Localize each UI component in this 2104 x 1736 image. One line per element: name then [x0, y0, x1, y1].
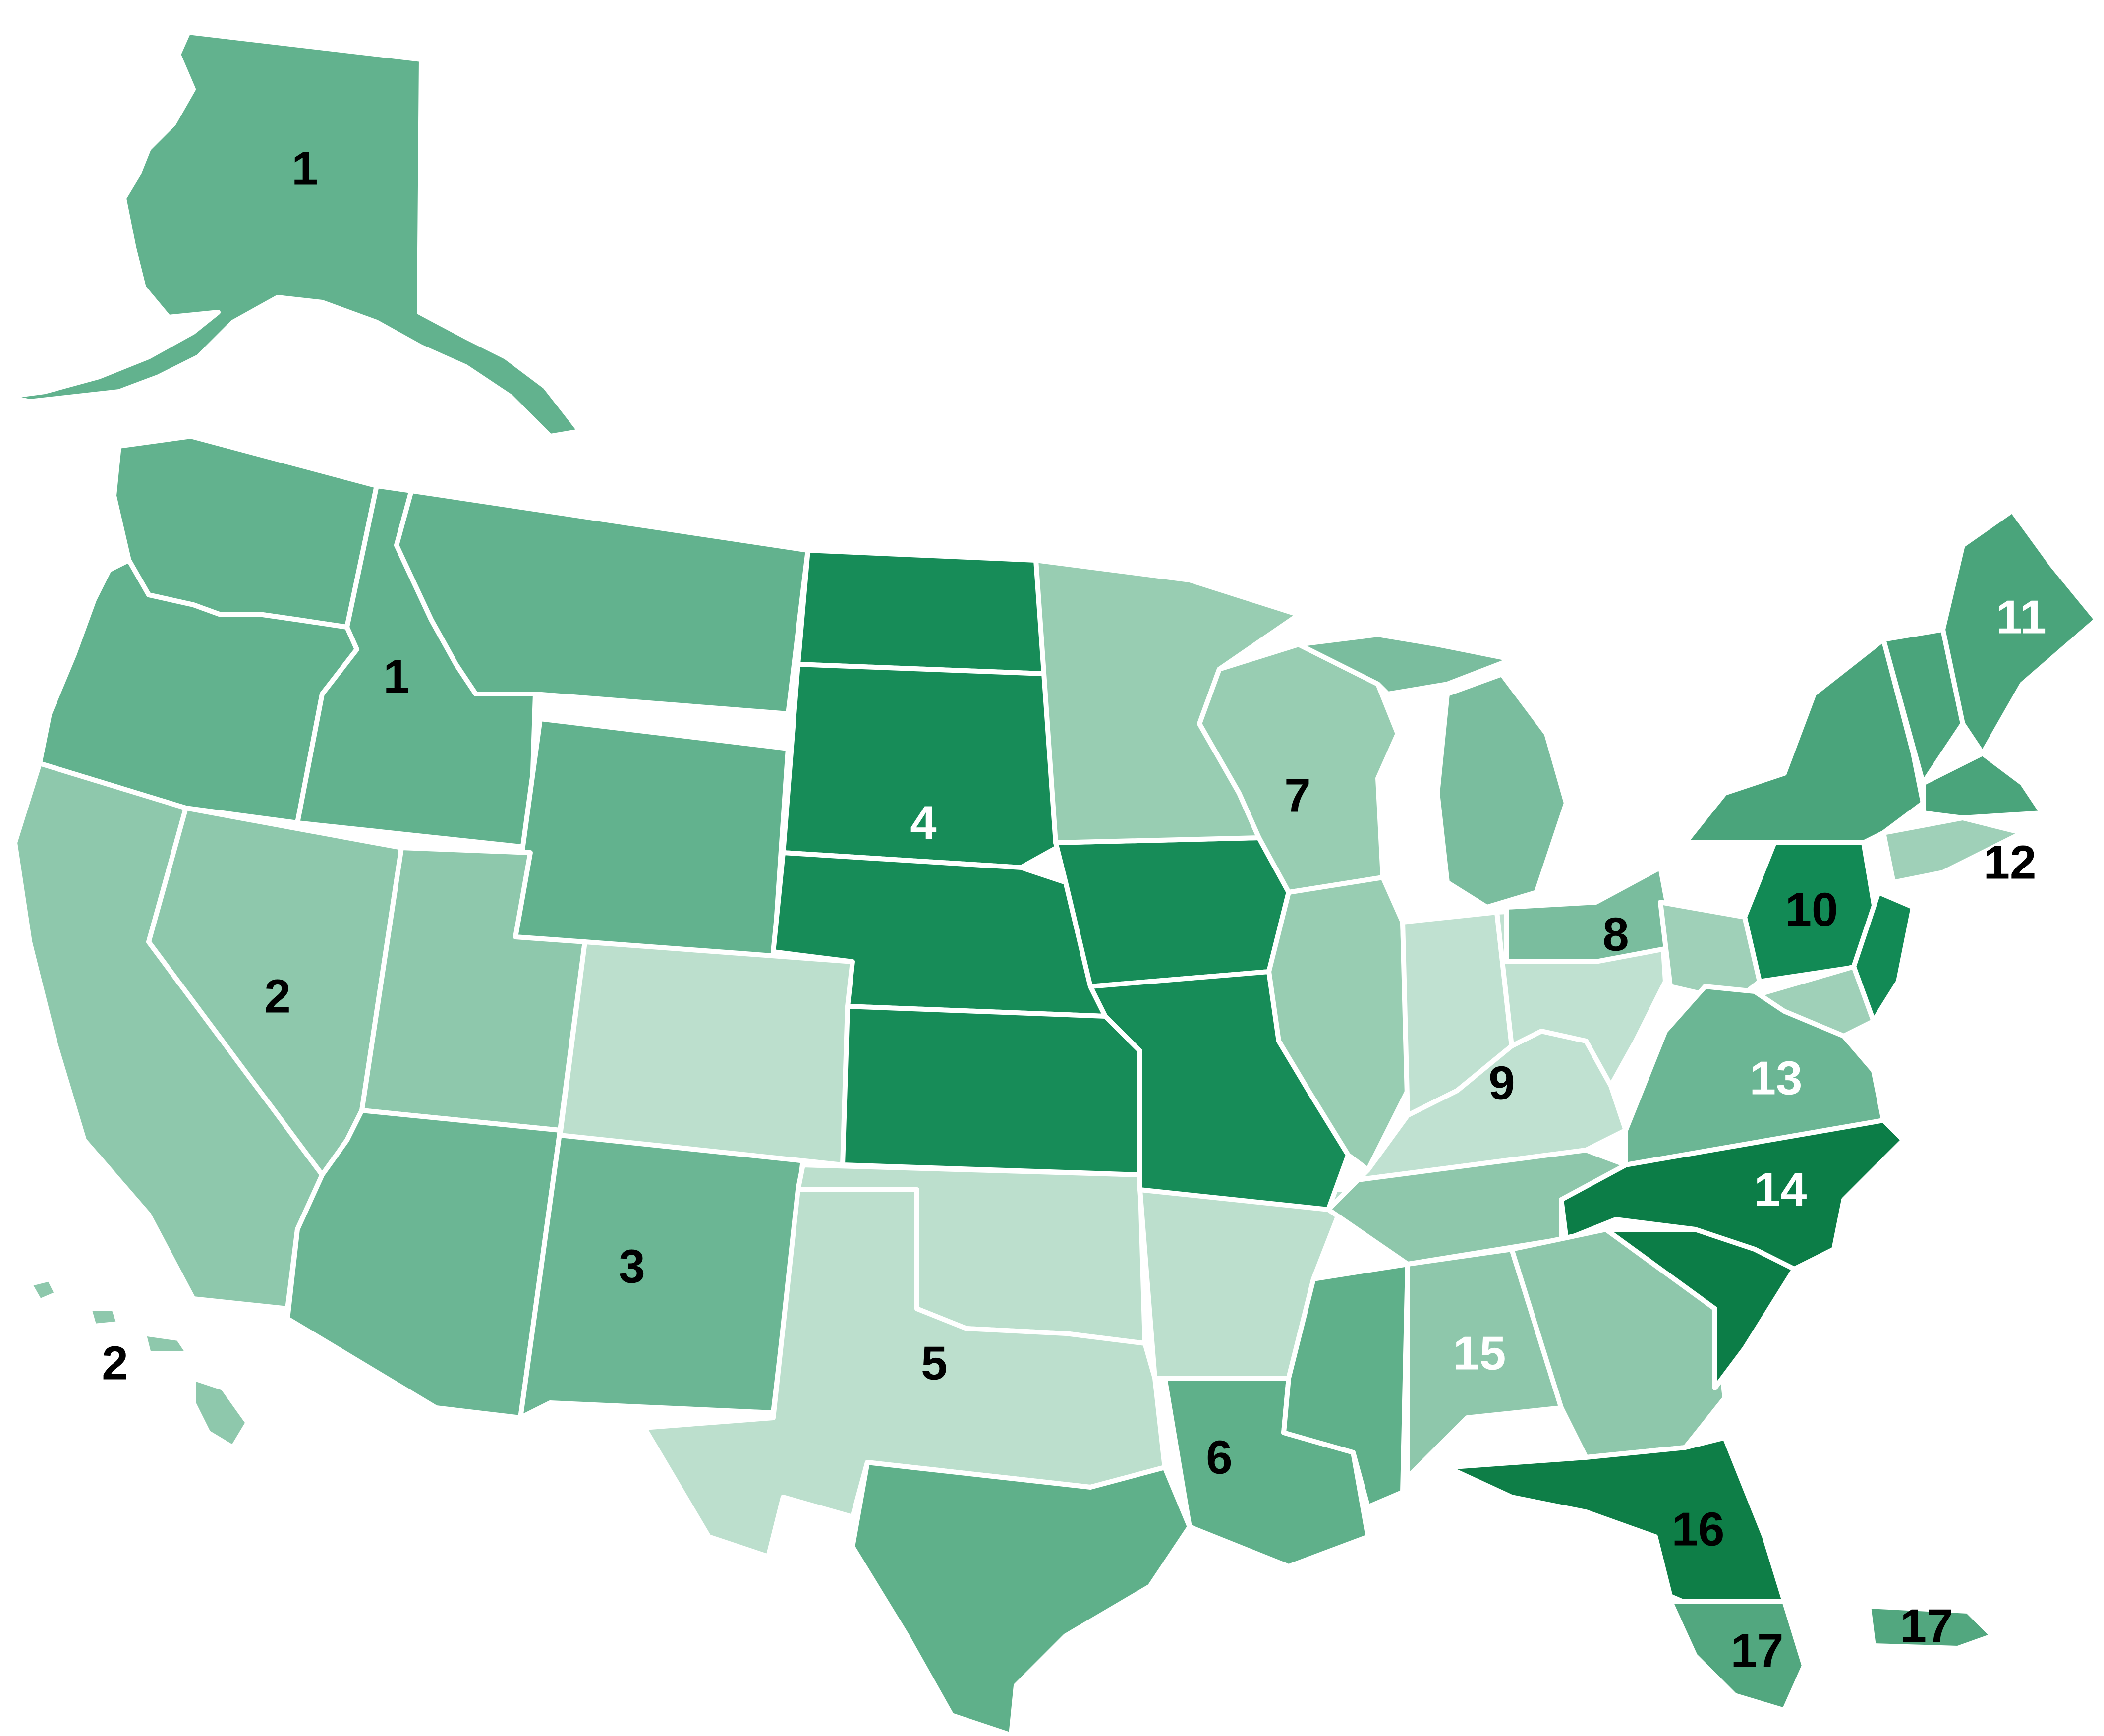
region-label-2: 2: [264, 970, 290, 1023]
region-4-south-dakota: [781, 662, 1068, 870]
region-label-5: 5: [921, 1337, 947, 1390]
region-5-colorado: [558, 939, 855, 1167]
region-2-hawaii-3: [141, 1331, 191, 1356]
region-16-florida: [1445, 1435, 1787, 1614]
region-1-alaska: [5, 30, 582, 439]
region-8-michigan: [1435, 672, 1569, 910]
region-label-17b: 17: [1900, 1600, 1953, 1653]
region-17-florida-south: [1668, 1599, 1807, 1713]
region-11-new-york: [1683, 637, 1926, 845]
region-17-puerto-rico: [1866, 1604, 1995, 1651]
region-label-16: 16: [1672, 1503, 1725, 1556]
region-label-4: 4: [910, 797, 936, 850]
region-2-hawaii-4: [191, 1376, 250, 1450]
region-1-wyoming: [508, 716, 791, 969]
region-label-12: 12: [1984, 836, 2037, 889]
region-label-1b: 1: [383, 650, 409, 703]
region-label-3: 3: [619, 1240, 645, 1293]
region-6-texas-south: [850, 1460, 1192, 1736]
region-15-alabama: [1405, 1247, 1564, 1480]
region-label-13: 13: [1750, 1052, 1803, 1105]
region-label-10: 10: [1785, 883, 1838, 936]
region-8-michigan-upper: [1296, 632, 1514, 696]
region-11-massachusetts: [1921, 751, 2045, 820]
region-2-hawaii-2: [87, 1306, 121, 1329]
region-10-new-jersey: [1851, 890, 1916, 1024]
region-3-new-mexico: [518, 1128, 805, 1420]
region-4-kansas: [840, 1004, 1142, 1177]
region-label-15: 15: [1453, 1327, 1506, 1380]
region-12-connecticut-ri: [1881, 815, 2025, 885]
region-4-north-dakota: [796, 548, 1058, 677]
region-15-tennessee: [1326, 1148, 1628, 1267]
region-14-south-carolina: [1603, 1227, 1797, 1390]
region-label-11: 11: [1996, 591, 2046, 644]
region-label-9: 9: [1488, 1057, 1515, 1110]
region-2-hawaii-1: [27, 1276, 59, 1304]
region-7-illinois: [1266, 875, 1410, 1172]
region-label-6: 6: [1206, 1431, 1232, 1484]
region-label-1: 1: [291, 142, 318, 195]
region-label-17: 17: [1731, 1624, 1784, 1678]
region-label-2b: 2: [102, 1337, 128, 1390]
region-11-maine: [1940, 508, 2099, 756]
region-label-8: 8: [1602, 908, 1629, 961]
region-label-7: 7: [1284, 769, 1310, 822]
region-label-14: 14: [1754, 1163, 1807, 1216]
region-4-iowa: [1053, 835, 1291, 989]
